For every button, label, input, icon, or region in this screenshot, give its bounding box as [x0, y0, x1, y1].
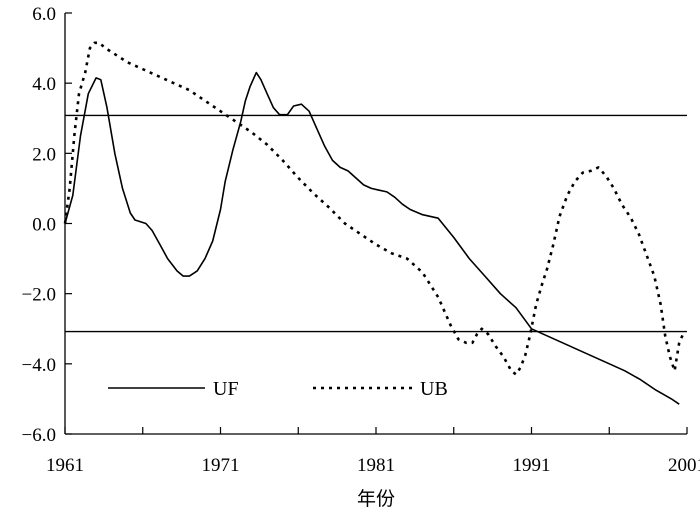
x-axis-ticks: 1961 1971 1981 1991 2001 — [46, 427, 700, 476]
plot-area: 6.0 4.0 2.0 0.0 −2.0 −4.0 −6.0 1961 1971 1981 199… — [22, 4, 700, 476]
series-layer — [63, 41, 686, 405]
x-tick-label-3: 1991 — [513, 455, 551, 476]
y-axis-ticks: 6.0 4.0 2.0 0.0 −2.0 −4.0 −6.0 — [22, 4, 72, 446]
series-line-uf — [64, 71, 680, 405]
x-axis-title: 年份 — [357, 488, 395, 510]
y-tick-label-2: 2.0 — [32, 144, 56, 165]
legend-ub-label: UB — [420, 378, 448, 400]
legend: UF UB — [108, 378, 448, 400]
y-tick-label-0: 6.0 — [32, 4, 56, 25]
y-tick-label-4: −2.0 — [22, 285, 56, 306]
legend-uf-label: UF — [213, 378, 239, 400]
x-tick-label-1: 1971 — [202, 455, 240, 476]
x-tick-label-2: 1981 — [357, 455, 395, 476]
y-tick-label-5: −4.0 — [22, 355, 56, 376]
x-tick-label-4: 2001 — [668, 455, 700, 476]
y-tick-label-3: 0.0 — [32, 215, 56, 236]
y-tick-label-6: −6.0 — [22, 425, 56, 446]
series-line-ub — [63, 41, 686, 376]
reference-lines — [65, 114, 687, 333]
x-tick-label-0: 1961 — [46, 455, 84, 476]
y-tick-label-1: 4.0 — [32, 74, 56, 95]
